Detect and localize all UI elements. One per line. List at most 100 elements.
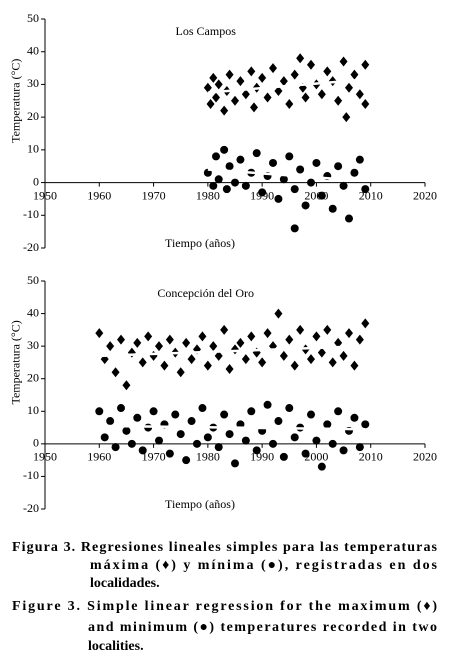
diamond-point: [165, 334, 174, 345]
diamond-point: [144, 331, 153, 342]
diamond-point: [361, 318, 370, 329]
diamond-point: [220, 324, 229, 335]
diamond-point: [334, 337, 343, 348]
diamond-point: [214, 79, 223, 90]
diamond-point: [269, 63, 277, 74]
diamond-point: [203, 82, 212, 93]
circle-point: [296, 165, 305, 174]
diamond-point: [149, 350, 158, 361]
circle-point: [328, 204, 337, 213]
circle-point: [274, 417, 283, 426]
diamond-point: [182, 337, 191, 348]
diamond-point: [279, 350, 288, 361]
circle-point: [252, 446, 261, 455]
y-tick-label: 20: [27, 109, 39, 123]
circle-point: [222, 185, 231, 194]
diamond-point: [258, 72, 267, 83]
circle-point: [312, 158, 321, 167]
circle-point: [225, 162, 234, 171]
circle-point: [269, 158, 277, 167]
circle-point: [247, 407, 256, 416]
circle-point: [225, 430, 234, 439]
diamond-point: [95, 328, 104, 339]
diamond-point: [263, 328, 272, 339]
diamond-point: [198, 331, 207, 342]
diamond-point: [250, 102, 258, 113]
circle-point: [328, 439, 337, 448]
diamond-point: [138, 357, 147, 368]
diamond-point: [339, 350, 348, 361]
circle-point: [236, 155, 245, 164]
y-tick-label: 0: [33, 174, 39, 188]
diamond-point: [274, 308, 283, 319]
x-tick-label: 1980: [196, 188, 220, 202]
diamond-point: [176, 367, 185, 378]
circle-point: [182, 456, 191, 465]
circle-point: [236, 420, 245, 429]
diamond-point: [209, 341, 218, 352]
diamond-point: [296, 53, 305, 64]
diamond-point: [258, 357, 267, 368]
diamond-point: [247, 331, 256, 342]
circle-point: [334, 407, 343, 416]
diamond-point: [111, 367, 120, 378]
circle-point: [339, 181, 348, 190]
caption-line: Figura 3. Regresiones lineales simples p…: [12, 540, 438, 555]
circle-point: [231, 459, 239, 468]
y-axis-label: Temperatura (°C): [9, 59, 23, 143]
diamond-point: [241, 354, 250, 365]
circle-point: [193, 439, 201, 448]
x-tick-label: 2020: [413, 188, 437, 202]
trend-line: [207, 168, 366, 183]
circle-point: [290, 185, 299, 194]
diamond-point: [361, 59, 370, 70]
diamond-point: [155, 341, 163, 352]
chart-title: Concepción del Oro: [157, 286, 254, 300]
y-tick-label: -20: [23, 501, 39, 515]
circle-point: [274, 194, 283, 203]
circle-point: [345, 214, 353, 223]
x-tick-label: 2000: [304, 450, 328, 464]
diamond-point: [345, 328, 353, 339]
trend-line: [99, 344, 366, 358]
diamond-point: [355, 334, 364, 345]
circle-point: [269, 439, 277, 448]
diamond-point: [345, 82, 353, 93]
circle-point: [307, 410, 315, 419]
circle-point: [176, 430, 185, 439]
circle-point: [323, 420, 332, 429]
circle-point: [95, 407, 104, 416]
trend-line: [99, 424, 366, 431]
diamond-point: [231, 95, 239, 106]
x-tick-label: 1960: [87, 450, 111, 464]
circle-point: [355, 443, 364, 452]
x-tick-label: 1960: [87, 188, 111, 202]
caption-line: and minimum (●) temperatures recorded in…: [88, 620, 437, 635]
circle-point: [279, 452, 288, 461]
diamond-point: [317, 347, 326, 358]
x-tick-label: 2010: [359, 450, 383, 464]
x-tick-label: 1950: [33, 450, 57, 464]
caption-line: Figure 3. Simple linear regression for t…: [12, 599, 437, 614]
diamond-point: [206, 99, 215, 110]
diamond-point: [301, 92, 310, 103]
diamond-point: [187, 354, 196, 365]
y-tick-label: 40: [27, 305, 39, 319]
circle-point: [350, 413, 359, 422]
circle-point: [263, 400, 272, 409]
circle-point: [155, 436, 163, 445]
diamond-point: [263, 92, 272, 103]
chart-title: Los Campos: [176, 24, 237, 38]
diamond-point: [203, 360, 212, 371]
circle-point: [133, 413, 142, 422]
circle-point: [317, 462, 326, 471]
circle-point: [285, 404, 294, 413]
circle-point: [220, 410, 229, 419]
y-tick-label: 10: [27, 403, 39, 417]
circle-point: [285, 152, 294, 161]
y-tick-label: -10: [23, 468, 39, 482]
diamond-point: [127, 347, 136, 358]
caption-line: localidades.: [90, 576, 160, 591]
circle-point: [258, 188, 267, 197]
diamond-point: [328, 357, 337, 368]
